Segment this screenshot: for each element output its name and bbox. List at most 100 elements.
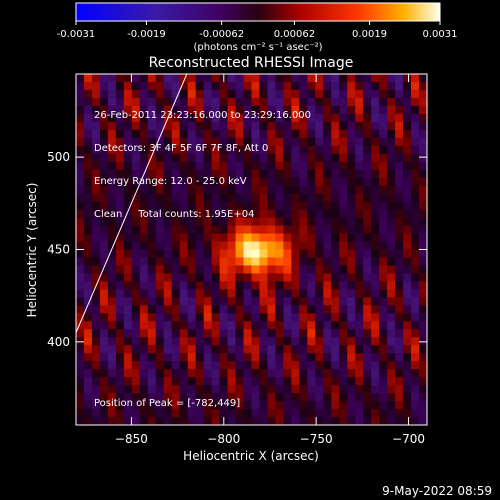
- heatmap-cell: [411, 74, 420, 83]
- heatmap-cell: [83, 145, 93, 155]
- heatmap-cell: [243, 185, 253, 195]
- heatmap-cell: [211, 217, 221, 227]
- heatmap-cell: [179, 417, 189, 425]
- heatmap-cell: [379, 74, 388, 83]
- heatmap-cell: [243, 97, 253, 107]
- heatmap-cell: [203, 185, 213, 195]
- heatmap-cell: [339, 345, 348, 354]
- heatmap-cell: [115, 185, 125, 195]
- colorbar-tick-label: -0.0031: [57, 29, 96, 40]
- heatmap-cell: [203, 217, 213, 227]
- heatmap-cell: [123, 281, 133, 290]
- heatmap-cell: [195, 281, 205, 290]
- heatmap-cell: [323, 409, 332, 418]
- heatmap-cell: [259, 233, 269, 243]
- heatmap-cell: [115, 161, 125, 171]
- heatmap-cell: [323, 177, 332, 187]
- heatmap-cell: [227, 185, 237, 195]
- heatmap-cell: [371, 385, 380, 394]
- heatmap-cell: [275, 385, 285, 394]
- heatmap-cell: [395, 377, 404, 386]
- heatmap-cell: [291, 137, 300, 147]
- solar-limb-line: [75, 73, 188, 333]
- heatmap-cell: [403, 313, 412, 322]
- heatmap-cell: [371, 105, 380, 115]
- heatmap-cell: [99, 321, 109, 330]
- heatmap-cell: [299, 209, 308, 219]
- heatmap-cell: [379, 201, 388, 211]
- heatmap-cell: [235, 193, 245, 203]
- heatmap-cell: [211, 177, 221, 187]
- heatmap-cell: [99, 305, 109, 314]
- heatmap-cell: [275, 145, 285, 155]
- heatmap-cell: [235, 369, 245, 378]
- heatmap-cell: [179, 353, 189, 362]
- heatmap-cell: [411, 361, 420, 370]
- heatmap-cell: [395, 297, 404, 306]
- heatmap-cell: [76, 345, 85, 354]
- heatmap-cell: [211, 137, 221, 147]
- heatmap-cell: [403, 105, 412, 115]
- heatmap-cell: [363, 417, 372, 425]
- heatmap-cell: [195, 241, 205, 251]
- heatmap-cell: [275, 409, 285, 418]
- heatmap-cell: [115, 273, 125, 283]
- heatmap-cell: [147, 97, 157, 107]
- heatmap-cell: [203, 361, 213, 370]
- heatmap-cell: [339, 369, 348, 378]
- heatmap-cell: [379, 185, 388, 195]
- heatmap-cell: [139, 377, 149, 386]
- observation-info: 26-Feb-2011 23:23:16.000 to 23:29:16.000…: [94, 88, 311, 231]
- heatmap-cell: [339, 169, 348, 179]
- heatmap-cell: [291, 225, 300, 235]
- heatmap-cell: [211, 257, 221, 267]
- heatmap-cell: [267, 193, 277, 203]
- heatmap-cell: [187, 105, 197, 115]
- heatmap-cell: [211, 89, 221, 99]
- heatmap-cell: [387, 345, 396, 354]
- heatmap-cell: [211, 385, 221, 394]
- heatmap-cell: [355, 233, 364, 243]
- heatmap-cell: [275, 177, 285, 187]
- heatmap-cell: [395, 233, 404, 243]
- heatmap-cell: [155, 385, 165, 394]
- heatmap-cell: [155, 74, 165, 83]
- heatmap-cell: [307, 241, 316, 251]
- heatmap-cell: [227, 97, 237, 107]
- heatmap-cell: [275, 345, 285, 354]
- heatmap-cell: [107, 169, 117, 179]
- heatmap-cell: [283, 313, 292, 322]
- heatmap-cell: [99, 241, 109, 251]
- heatmap-cell: [107, 393, 117, 402]
- heatmap-cell: [235, 97, 245, 107]
- heatmap-cell: [187, 297, 197, 306]
- heatmap-cell: [371, 417, 380, 425]
- heatmap-cell: [395, 177, 404, 187]
- heatmap-cell: [267, 209, 277, 219]
- heatmap-cell: [219, 145, 229, 155]
- heatmap-cell: [259, 177, 269, 187]
- heatmap-cell: [371, 313, 380, 322]
- heatmap-cell: [387, 74, 396, 83]
- heatmap-cell: [411, 401, 420, 410]
- heatmap-cell: [275, 401, 285, 410]
- heatmap-cell: [403, 345, 412, 354]
- heatmap-cell: [411, 313, 420, 322]
- heatmap-cell: [275, 169, 285, 179]
- heatmap-cell: [267, 233, 277, 243]
- heatmap-cell: [379, 129, 388, 139]
- heatmap-cell: [395, 74, 404, 83]
- heatmap-cell: [83, 297, 93, 306]
- heatmap-cell: [283, 401, 292, 410]
- heatmap-cell: [323, 209, 332, 219]
- heatmap-cell: [203, 153, 213, 163]
- heatmap-cell: [251, 385, 261, 394]
- heatmap-cell: [379, 217, 388, 227]
- heatmap-cell: [179, 401, 189, 410]
- heatmap-cell: [76, 313, 85, 322]
- heatmap-cell: [203, 297, 213, 306]
- heatmap-cell: [307, 401, 316, 410]
- heatmap-cell: [243, 305, 253, 314]
- heatmap-cell: [259, 321, 269, 330]
